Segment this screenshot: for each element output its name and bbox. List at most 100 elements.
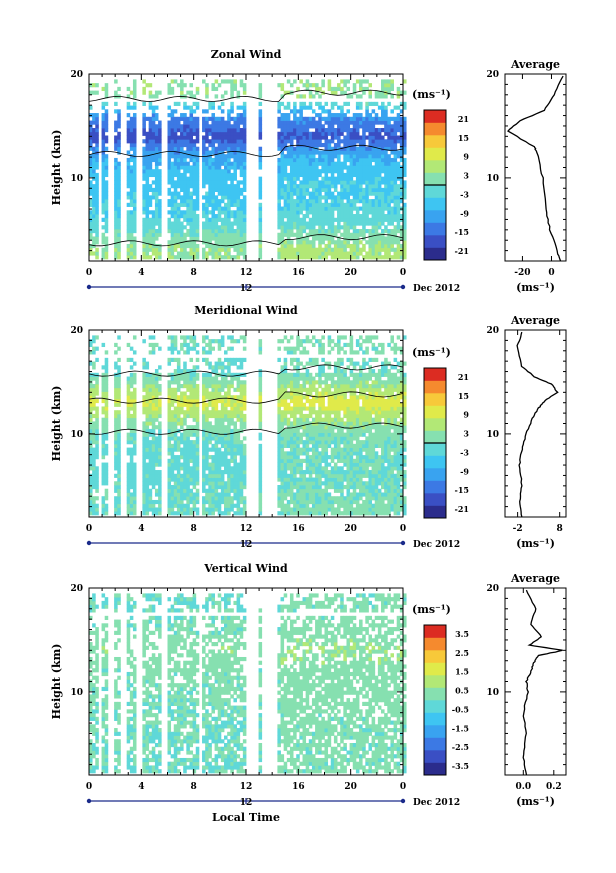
heatmap-cell	[289, 146, 294, 151]
heatmap-cell	[286, 195, 291, 200]
heatmap-cell	[242, 387, 247, 392]
heatmap-cell	[368, 232, 372, 237]
heatmap-cell	[343, 243, 347, 249]
heatmap-cell	[230, 458, 234, 463]
heatmap-cell	[167, 481, 172, 486]
heatmap-cell	[208, 236, 212, 241]
heatmap-cell	[277, 398, 281, 404]
heatmap-cell	[293, 154, 297, 159]
heatmap-cell	[189, 169, 194, 174]
heatmap-cell	[208, 187, 212, 192]
heatmap-cell	[289, 176, 294, 181]
heatmap-cell	[230, 139, 234, 144]
heatmap-cell	[311, 146, 316, 151]
heatmap-cell	[89, 128, 93, 133]
heatmap-cell	[151, 417, 156, 422]
heatmap-cell	[283, 176, 288, 181]
heatmap-cell	[117, 395, 121, 400]
heatmap-cell	[129, 496, 134, 501]
heatmap-cell	[355, 172, 360, 178]
heatmap-cell	[167, 346, 172, 351]
heatmap-cell	[192, 116, 197, 121]
heatmap-cell	[173, 116, 178, 121]
heatmap-cell	[311, 240, 316, 245]
heatmap-cell	[217, 199, 222, 204]
heatmap-cell	[151, 229, 156, 234]
heatmap-cell	[173, 410, 178, 415]
heatmap-cell	[104, 225, 109, 230]
heatmap-cell	[92, 481, 96, 486]
heatmap-cell	[230, 240, 234, 245]
heatmap-cell	[283, 199, 288, 204]
heatmap-cell	[170, 142, 175, 148]
heatmap-cell	[129, 195, 134, 200]
heatmap-cell	[183, 503, 187, 508]
heatmap-cell	[158, 451, 162, 456]
heatmap-cell	[89, 503, 93, 508]
heatmap-cell	[205, 180, 209, 185]
heatmap-cell	[195, 365, 200, 370]
heatmap-cell	[296, 221, 300, 226]
heatmap-cell	[117, 432, 121, 437]
heatmap-cell	[224, 165, 228, 170]
heatmap-cell	[236, 251, 241, 256]
heatmap-cell	[167, 120, 172, 125]
heatmap-cell	[158, 425, 162, 430]
heatmap-cell	[286, 154, 291, 159]
heatmap-cell	[89, 440, 93, 445]
heatmap-cell	[154, 94, 159, 99]
heatmap-cell	[227, 240, 231, 245]
heatmap-cell	[224, 251, 228, 256]
heatmap-cell	[189, 128, 194, 133]
heatmap-cell	[233, 221, 237, 226]
heatmap-cell	[299, 124, 303, 129]
heatmap-cell	[296, 172, 300, 178]
heatmap-cell	[362, 154, 366, 159]
heatmap-cell	[277, 131, 281, 136]
heatmap-cell	[396, 94, 401, 99]
heatmap-cell	[242, 161, 247, 166]
heatmap-cell	[142, 466, 146, 471]
heatmap-cell	[104, 477, 109, 482]
heatmap-cell	[352, 232, 357, 237]
heatmap-cell	[399, 232, 404, 237]
heatmap-cell	[95, 247, 99, 252]
heatmap-cell	[371, 221, 376, 226]
heatmap-cell	[403, 172, 407, 178]
heatmap-cell	[104, 210, 109, 215]
heatmap-cell	[142, 146, 146, 151]
heatmap-cell	[211, 511, 215, 516]
heatmap-cell	[355, 195, 360, 200]
heatmap-cell	[195, 184, 200, 189]
heatmap-cell	[114, 255, 118, 260]
heatmap-cell	[202, 255, 206, 260]
heatmap-cell	[214, 146, 219, 151]
heatmap-cell	[173, 135, 178, 140]
heatmap-cell	[230, 485, 234, 490]
heatmap-cell	[132, 425, 137, 430]
heatmap-cell	[154, 157, 159, 163]
heatmap-cell	[217, 217, 222, 222]
heatmap-cell	[289, 184, 294, 189]
heatmap-cell	[180, 79, 184, 84]
heatmap-cell	[371, 176, 376, 181]
heatmap-cell	[277, 380, 281, 385]
heatmap-cell	[343, 83, 347, 88]
heatmap-cell	[183, 105, 187, 110]
heatmap-cell	[359, 161, 363, 166]
heatmap-cell	[280, 83, 285, 88]
heatmap-cell	[214, 395, 219, 400]
heatmap-cell	[167, 210, 172, 215]
heatmap-cell	[92, 391, 96, 396]
heatmap-cell	[224, 391, 228, 396]
heatmap-cell	[280, 131, 285, 136]
heatmap-cell	[242, 195, 247, 200]
heatmap-cell	[349, 225, 354, 230]
heatmap-cell	[101, 113, 106, 118]
heatmap-cell	[236, 488, 241, 493]
heatmap-cell	[173, 165, 178, 170]
heatmap-cell	[289, 202, 294, 207]
heatmap-cell	[180, 128, 184, 133]
heatmap-cell	[289, 243, 294, 249]
heatmap-cell	[208, 410, 212, 415]
